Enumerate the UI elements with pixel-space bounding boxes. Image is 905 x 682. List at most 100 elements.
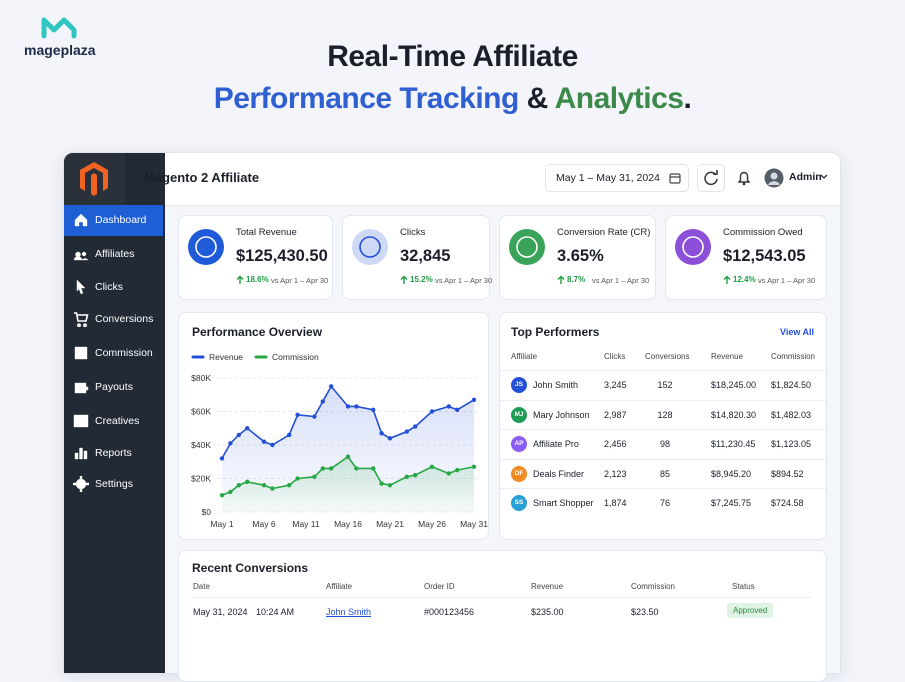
user-menu-caret[interactable] <box>820 174 828 180</box>
nav-item[interactable]: Commission <box>64 338 163 369</box>
point <box>371 466 376 471</box>
nav-icon-shape <box>74 213 88 227</box>
nav-item[interactable]: Creatives <box>64 406 163 437</box>
x-tick-label: May 11 <box>292 519 320 529</box>
column-header: Commission <box>631 582 676 591</box>
table-cell: $7,245.75 <box>711 498 752 508</box>
nav-icon-shape <box>73 476 89 492</box>
point <box>379 431 384 436</box>
nav-item[interactable]: Settings <box>64 469 163 500</box>
row-divider <box>192 597 812 598</box>
headline-part: Analytics <box>554 82 684 115</box>
column-header: Affiliate <box>326 582 353 591</box>
table-cell: John Smith <box>533 380 579 390</box>
x-tick-label: May 21 <box>376 519 404 529</box>
kpi-card: Commission Owed $12,543.05 12.4% vs Apr 1 –… <box>665 215 827 300</box>
view-all-link[interactable]: View All <box>779 327 814 337</box>
affiliate-link[interactable]: John Smith <box>326 607 372 617</box>
magento-logo <box>80 162 108 196</box>
date-picker[interactable]: May 1 – May 31, 2024 <box>545 164 689 192</box>
point <box>387 436 393 441</box>
point <box>228 441 233 446</box>
nav-label[interactable]: Payouts <box>95 381 133 393</box>
kpi-icon <box>188 229 224 265</box>
nav-item[interactable]: Clicks <box>64 272 163 303</box>
y-tick-label: $60K <box>191 407 211 417</box>
nav-icon <box>74 346 88 360</box>
x-tick-label: May 26 <box>418 519 446 529</box>
line <box>221 455 475 496</box>
chart-title: Performance Overview <box>192 325 323 339</box>
kpi-value: $12,543.05 <box>723 247 806 265</box>
table-cell: $1,123.05 <box>771 439 812 449</box>
table-cell: $1,824.50 <box>771 380 812 390</box>
nav-icon-shape <box>74 346 88 360</box>
point <box>295 412 300 418</box>
kpi-arrow <box>236 275 244 284</box>
kpi-comparison: vs Apr 1 – Apr 30 <box>435 276 493 285</box>
chart-card: Performance Overview $0 $20K $40K $60K $80K Ma… <box>178 312 489 540</box>
avatar: AP <box>511 436 527 452</box>
table-cell: 98 <box>659 439 670 449</box>
nav-item[interactable]: Reports <box>64 438 163 469</box>
nav-label[interactable]: Dashboard <box>95 214 147 226</box>
app-title: Magento 2 Affiliate <box>144 170 260 185</box>
nav-label[interactable]: Settings <box>95 478 133 490</box>
table-cell: $8,945.20 <box>711 469 752 479</box>
kpi-arrow-shape <box>723 275 731 284</box>
point <box>270 486 275 491</box>
point <box>413 472 418 478</box>
kpi-icon-ring <box>516 236 538 258</box>
kpi-label: Clicks <box>400 227 426 238</box>
avatar: MJ <box>511 407 527 423</box>
point <box>387 483 393 488</box>
headline-line2: Performance Tracking & Analytics. <box>0 82 905 116</box>
column-header: Order ID <box>424 582 455 591</box>
notification-bell[interactable] <box>736 169 752 187</box>
table-cell: 152 <box>657 380 673 390</box>
page: Affiliate Dashboard { "brand": {"name": … <box>0 17 905 682</box>
brand-name: mageplaza <box>24 42 96 58</box>
table-cell: 2,987 <box>604 410 627 420</box>
legend-label: Commission <box>272 352 319 362</box>
nav-item[interactable]: Dashboard <box>64 205 163 236</box>
kpi-change: 15.2% <box>410 275 433 284</box>
table-cell: $23.50 <box>631 607 659 617</box>
nav-icon <box>73 251 89 261</box>
avatar: JS <box>511 377 527 393</box>
point <box>236 483 241 488</box>
nav-label[interactable]: Commission <box>95 347 153 359</box>
table-title: Top Performers <box>511 325 600 339</box>
nav-label[interactable]: Reports <box>95 447 132 459</box>
nav-label[interactable]: Affiliates <box>95 248 135 260</box>
headline-part: & <box>526 82 549 115</box>
point <box>261 439 267 444</box>
table-cell: $235.00 <box>531 607 564 617</box>
kpi-icon-ring <box>682 236 704 258</box>
table-cell: $724.58 <box>771 498 804 508</box>
y-tick-label: $40K <box>191 440 211 450</box>
point <box>379 481 384 486</box>
kpi-icon-bg <box>188 229 224 265</box>
nav-item[interactable]: Conversions <box>64 304 163 335</box>
nav-item[interactable]: Payouts <box>64 372 163 403</box>
column-header: Commission <box>771 352 816 361</box>
refresh-icon <box>704 170 718 186</box>
kpi-value: $125,430.50 <box>236 247 328 265</box>
brand-logo <box>41 17 77 39</box>
nav-label[interactable]: Clicks <box>95 281 123 293</box>
user-name[interactable]: Admin <box>789 171 822 183</box>
nav-label[interactable]: Conversions <box>95 313 154 325</box>
kpi-card: Clicks 32,845 15.2% vs Apr 1 – Apr 30 <box>342 215 493 300</box>
table-cell: $18,245.00 <box>711 380 757 390</box>
point <box>446 471 451 476</box>
chart: $0 $20K $40K $60K $80K May 1 May 6 May 11 May 16… <box>191 352 488 529</box>
kpi-icon <box>509 229 545 265</box>
user-avatar[interactable] <box>764 168 784 188</box>
nav-item[interactable]: Affiliates <box>64 239 163 270</box>
point <box>345 454 351 459</box>
point <box>413 424 418 429</box>
nav-icon <box>73 476 89 492</box>
nav-label[interactable]: Creatives <box>95 415 140 427</box>
refresh-button[interactable] <box>697 164 725 192</box>
